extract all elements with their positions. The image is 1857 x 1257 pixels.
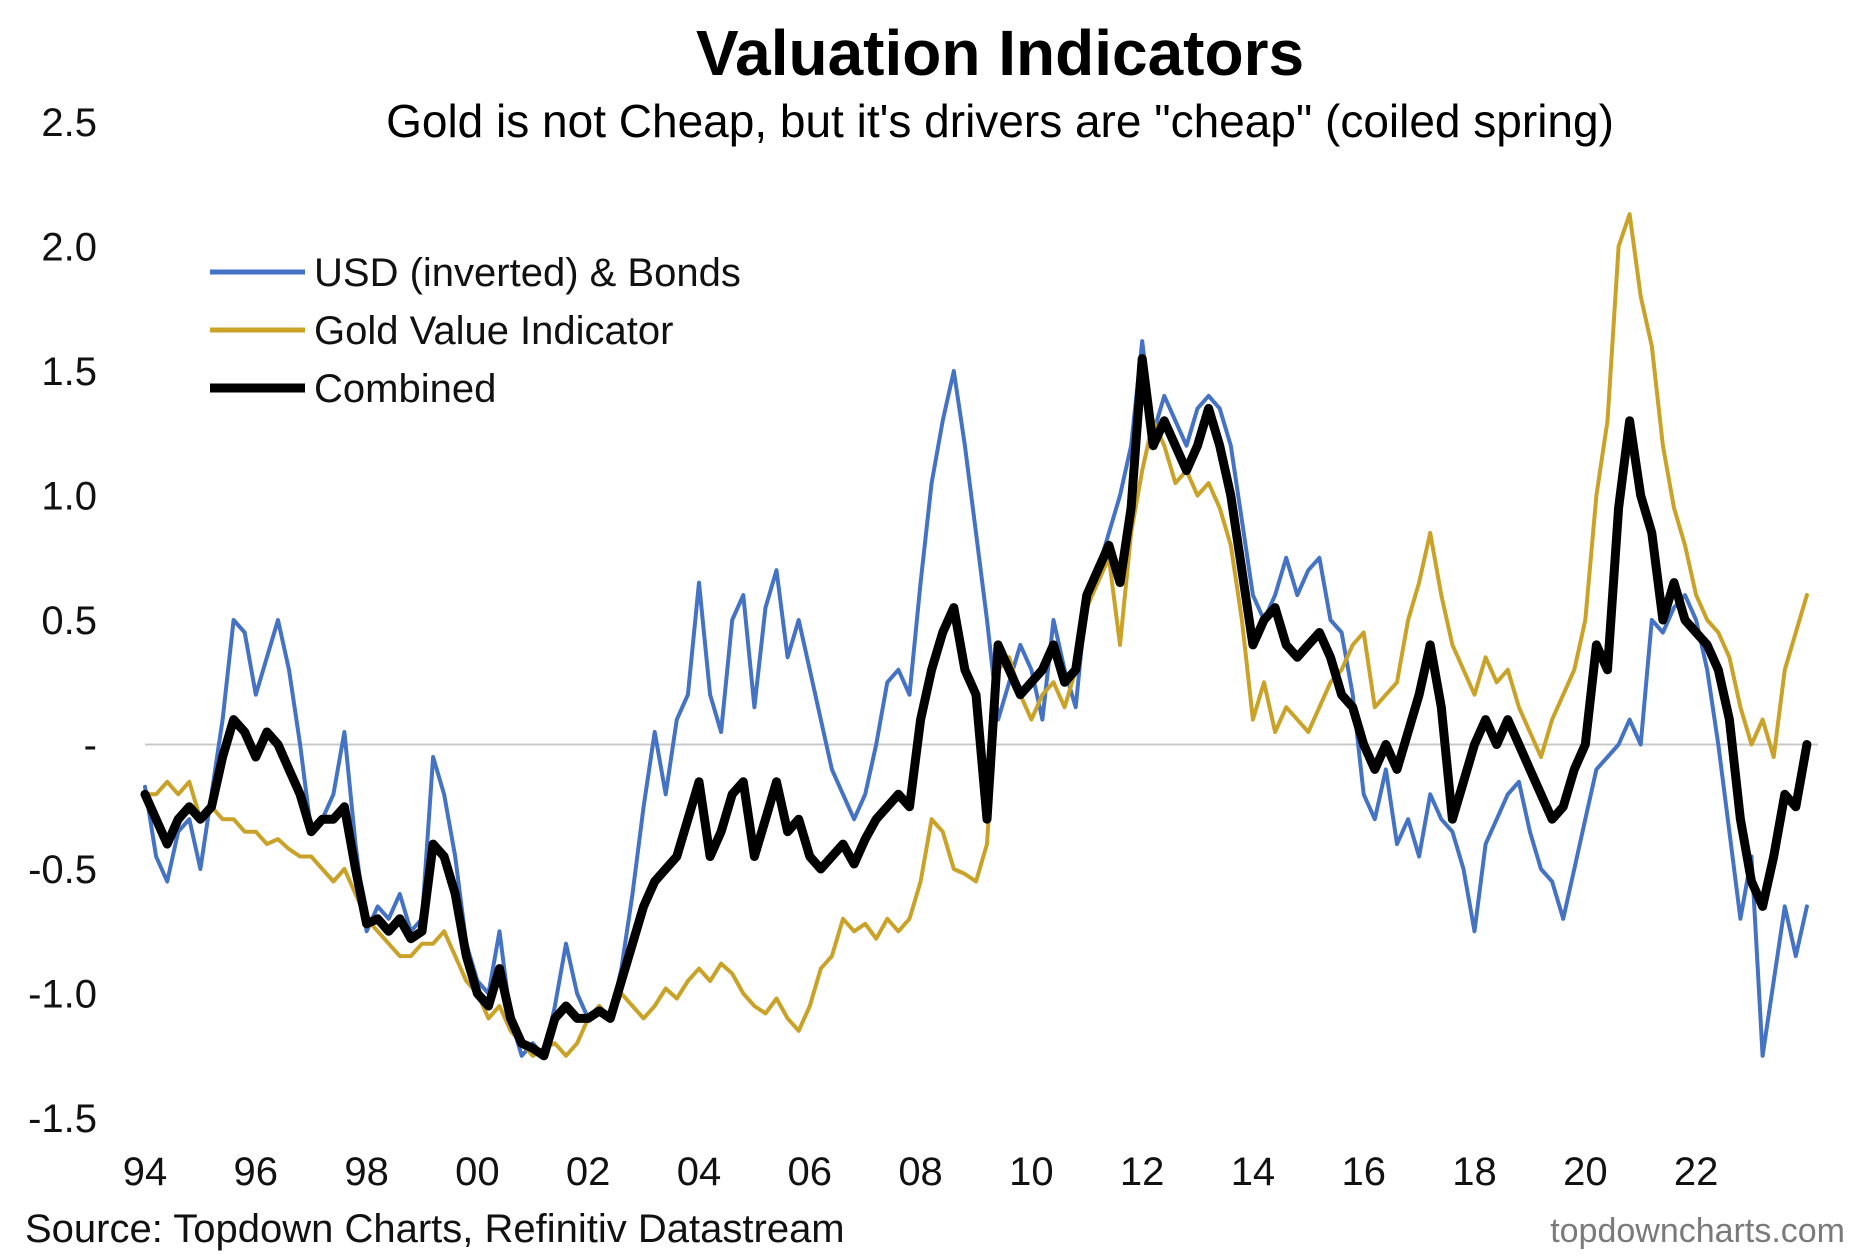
x-tick-label-16: 16 [1341,1150,1386,1194]
series-line-gold-value-indicator [143,212,1809,1058]
y-tick-label-1-0: -1.0 [28,973,97,1017]
legend-label-gold-value: Gold Value Indicator [314,309,673,353]
y-tick-label-1-5: -1.5 [28,1097,97,1141]
x-tick-label-22: 22 [1674,1150,1719,1194]
x-tick-label-98: 98 [344,1150,389,1194]
x-tick-label-12: 12 [1120,1150,1165,1194]
y-tick-label-zero: - [84,724,97,768]
x-tick-label-20: 20 [1563,1150,1608,1194]
x-tick-label-06: 06 [788,1150,833,1194]
y-tick-label-0-5: 0.5 [41,599,97,643]
plot-area [140,212,1812,1061]
y-tick-label-1-5: 1.5 [41,350,97,394]
legend-label-usd-bonds: USD (inverted) & Bonds [314,251,741,295]
x-tick-label-04: 04 [677,1150,722,1194]
y-tick-label-1-0: 1.0 [41,475,97,519]
y-tick-label-2-5: 2.5 [41,101,97,145]
chart-title: Valuation Indicators [696,17,1304,89]
x-tick-label-10: 10 [1009,1150,1054,1194]
series-line-combined [140,354,1812,1061]
source-note: Source: Topdown Charts, Refinitiv Datast… [25,1207,845,1251]
x-tick-label-14: 14 [1231,1150,1276,1194]
x-tick-label-08: 08 [898,1150,943,1194]
chart-subtitle: Gold is not Cheap, but it's drivers are … [386,95,1614,147]
x-tick-label-94: 94 [123,1150,168,1194]
x-tick-label-02: 02 [566,1150,611,1194]
x-tick-label-18: 18 [1452,1150,1497,1194]
brand-watermark: topdowncharts.com [1550,1212,1845,1250]
y-tick-label-2-0: 2.0 [41,226,97,270]
legend: USD (inverted) & Bonds Gold Value Indica… [210,251,741,411]
x-axis: 94 96 98 00 02 04 06 08 10 12 14 16 18 20 22 [123,1150,1719,1194]
y-axis: 2.5 2.0 1.5 1.0 0.5 - -0.5 -1.0 -1.5 [28,101,97,1141]
y-tick-label-0-5: -0.5 [28,848,97,892]
legend-label-combined: Combined [314,367,496,411]
x-tick-label-00: 00 [455,1150,500,1194]
x-tick-label-96: 96 [234,1150,279,1194]
